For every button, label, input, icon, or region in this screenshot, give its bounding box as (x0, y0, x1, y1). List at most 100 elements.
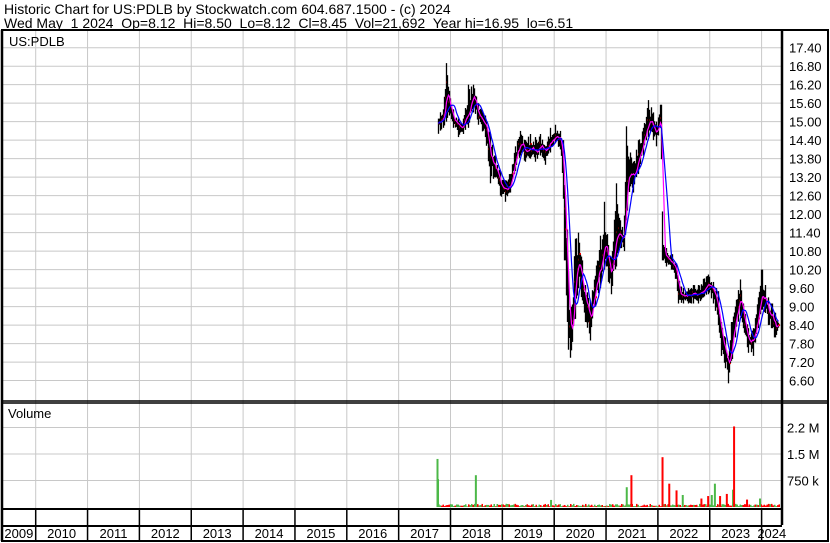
volume-bar (463, 505, 465, 507)
price-tick-label: 14.40 (789, 133, 822, 148)
year-tick-label: 2020 (566, 526, 595, 541)
volume-bar (453, 505, 455, 507)
volume-bar (616, 504, 618, 507)
volume-bar (651, 505, 653, 507)
volume-bar (558, 504, 560, 507)
volume-bar (547, 504, 549, 507)
volume-bar (723, 504, 725, 507)
volume-bar (529, 505, 531, 507)
volume-bar (460, 505, 462, 507)
volume-spike-bar (713, 483, 716, 507)
volume-bar (639, 506, 641, 507)
volume-bar (441, 505, 443, 507)
volume-bar (673, 505, 675, 507)
volume-bar (724, 504, 726, 507)
volume-bar (769, 504, 771, 507)
volume-bar (657, 506, 659, 507)
close-mark (778, 324, 780, 327)
volume-bar (703, 504, 705, 507)
volume-bar (477, 504, 479, 507)
price-tick-label: 12.00 (789, 207, 822, 222)
chart-title: Historic Chart for US:PDLB by Stockwatch… (4, 1, 451, 17)
volume-bar (666, 505, 668, 507)
volume-bar (495, 506, 497, 507)
volume-spike-bar (681, 494, 684, 507)
volume-bar (559, 504, 561, 507)
volume-bar (597, 504, 599, 507)
volume-bar (615, 504, 617, 507)
volume-bar (634, 506, 636, 507)
volume-bar (528, 505, 530, 507)
price-tick-label: 12.60 (789, 189, 822, 204)
volume-bar (447, 505, 449, 507)
volume-bar (612, 504, 614, 507)
volume-bar (510, 505, 512, 507)
volume-bar (564, 504, 566, 507)
volume-bar (601, 505, 603, 507)
volume-bar (622, 504, 624, 507)
year-tick-label: 2014 (255, 526, 284, 541)
year-tick-label: 2021 (618, 526, 647, 541)
volume-bar (690, 504, 692, 507)
price-tick-label: 13.20 (789, 170, 822, 185)
volume-bar (555, 503, 557, 507)
volume-bar (517, 505, 519, 507)
price-tick-label: 9.00 (789, 300, 814, 315)
volume-spike-bar (746, 499, 749, 507)
volume-bar (561, 506, 563, 507)
volume-bar (618, 505, 620, 507)
volume-bar (444, 505, 446, 507)
volume-bar (480, 505, 482, 507)
volume-bar (442, 504, 444, 507)
close-mark (595, 296, 597, 299)
volume-bar (484, 505, 486, 507)
volume-bar (609, 503, 611, 507)
volume-bar (523, 506, 525, 507)
volume-bar (648, 506, 650, 507)
volume-bar (685, 505, 687, 507)
volume-bar (508, 504, 510, 507)
volume-bar (493, 503, 495, 507)
volume-label: Volume (8, 406, 51, 421)
volume-bar (735, 503, 737, 507)
volume-bar (595, 506, 597, 507)
volume-bar (571, 505, 573, 507)
year-tick-label: 2016 (358, 526, 387, 541)
volume-bar (699, 503, 701, 507)
volume-bar (514, 503, 516, 507)
year-tick-label: 2011 (99, 526, 127, 541)
volume-bar (589, 505, 591, 507)
volume-bar (705, 504, 707, 507)
volume-bar (771, 503, 773, 507)
volume-bar (535, 504, 537, 507)
volume-bar (774, 504, 776, 507)
volume-bar (526, 504, 528, 507)
volume-bar (505, 503, 507, 507)
volume-spike-bar (474, 475, 477, 507)
volume-bar (565, 506, 567, 507)
volume-bar (663, 504, 665, 507)
volume-bar (643, 504, 645, 507)
moving-averages (438, 93, 779, 364)
volume-bar (486, 504, 488, 507)
volume-bar (739, 504, 741, 507)
volume-bar (628, 504, 630, 507)
volume-bar (775, 506, 777, 507)
volume-spike-bar (550, 499, 553, 507)
volume-tick-label: 1.5 M (787, 447, 820, 462)
price-tick-label: 11.40 (789, 226, 821, 241)
quote-summary: Wed May 1 2024 Op=8.12 Hi=8.50 Lo=8.12 C… (4, 15, 574, 31)
volume-bars (436, 426, 780, 507)
volume-bar (613, 505, 615, 507)
volume-spike-bar (707, 496, 710, 507)
volume-bar (691, 504, 693, 507)
volume-bar (570, 503, 572, 507)
volume-bar (658, 504, 660, 507)
price-tick-label: 7.20 (789, 355, 814, 370)
volume-spike-bar (733, 426, 736, 507)
volume-bar (504, 505, 506, 507)
volume-bar (543, 504, 545, 507)
volume-bar (712, 505, 714, 507)
volume-bar (513, 504, 515, 507)
volume-bar (762, 505, 764, 507)
